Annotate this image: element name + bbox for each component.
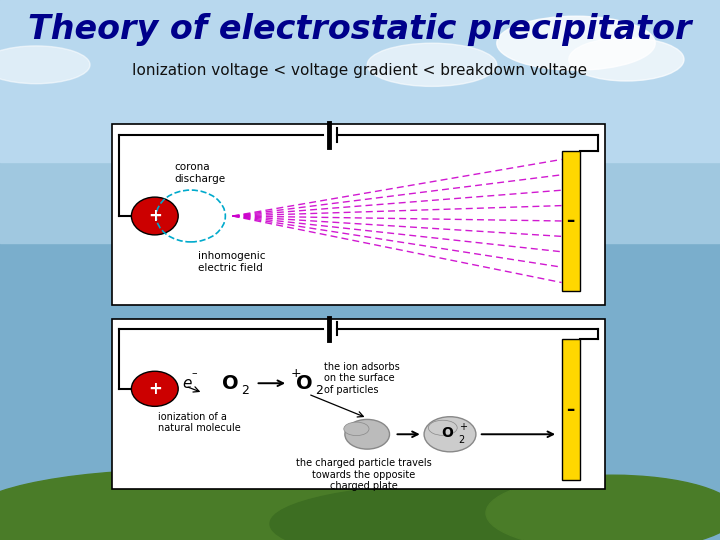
Bar (0, 0, 720, 243)
Text: Theory of electrostatic precipitator: Theory of electrostatic precipitator (28, 13, 692, 46)
Ellipse shape (270, 483, 666, 540)
Text: O: O (222, 374, 239, 393)
Ellipse shape (0, 46, 90, 84)
Text: –: – (192, 368, 197, 379)
Ellipse shape (424, 417, 476, 452)
Text: inhomogenic
electric field: inhomogenic electric field (198, 251, 266, 273)
Ellipse shape (486, 475, 720, 540)
Bar (112, 319, 605, 489)
Ellipse shape (0, 470, 396, 540)
Text: +: + (148, 380, 162, 398)
Text: +: + (291, 367, 301, 380)
Text: Ionization voltage < voltage gradient < breakdown voltage: Ionization voltage < voltage gradient < … (132, 63, 588, 78)
Ellipse shape (428, 420, 457, 435)
Text: the ion adsorbs
on the surface
of particles: the ion adsorbs on the surface of partic… (324, 362, 400, 395)
Text: 2: 2 (459, 435, 464, 444)
Text: ionization of a
natural molecule: ionization of a natural molecule (158, 411, 241, 433)
Text: e: e (182, 376, 192, 391)
Ellipse shape (569, 38, 684, 81)
Bar (0, 0, 720, 162)
Ellipse shape (367, 43, 497, 86)
Text: 2: 2 (315, 384, 323, 397)
Text: O: O (441, 426, 453, 440)
Text: 2: 2 (241, 384, 248, 397)
Text: +: + (148, 207, 162, 225)
Ellipse shape (132, 372, 179, 406)
Ellipse shape (132, 197, 179, 235)
Ellipse shape (497, 16, 655, 70)
Ellipse shape (344, 422, 369, 436)
Ellipse shape (345, 420, 390, 449)
Bar (562, 151, 580, 291)
Bar (112, 124, 605, 305)
Text: –: – (567, 212, 575, 230)
Text: corona
discharge: corona discharge (174, 162, 225, 184)
Text: O: O (296, 374, 313, 393)
Text: the charged particle travels
towards the opposite
charged plate: the charged particle travels towards the… (296, 458, 431, 491)
Text: +: + (459, 422, 467, 431)
Bar (562, 339, 580, 480)
Text: –: – (567, 401, 575, 418)
